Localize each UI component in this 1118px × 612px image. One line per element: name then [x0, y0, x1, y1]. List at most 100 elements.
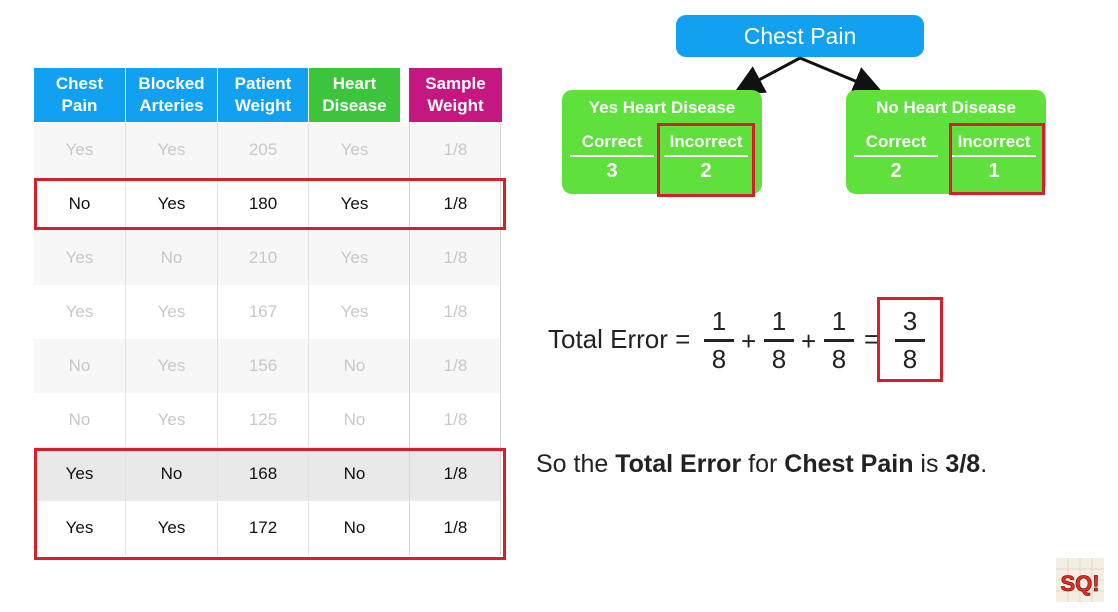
correct-column: Correct 3 — [566, 132, 658, 183]
total-error-label: Total Error = — [548, 324, 691, 354]
table-cell: Yes — [340, 194, 369, 213]
numerator: 3 — [902, 306, 918, 336]
table-cell: Yes — [157, 356, 186, 375]
header-line-2: Pain — [61, 96, 98, 115]
table-cell: 210 — [248, 248, 278, 267]
column-header: Patient Weight — [218, 68, 308, 122]
statquest-logo: SQ! — [1056, 558, 1104, 602]
column-header: Sample Weight — [409, 68, 502, 122]
table-cell: 1/8 — [443, 464, 468, 483]
highlight-box-right-incorrect — [949, 123, 1045, 195]
table-cell: No — [343, 518, 366, 537]
header-line-1: Patient — [234, 74, 292, 93]
fraction-term-2: 1 8 — [764, 306, 794, 375]
table-cell: 167 — [248, 302, 278, 321]
result-box — [877, 297, 943, 382]
table-cell: Yes — [65, 140, 94, 159]
fraction-result: 3 8 — [895, 306, 925, 375]
table-cell: No — [343, 464, 366, 483]
table-row — [34, 285, 501, 339]
plus-sign: + — [741, 326, 757, 356]
header-line-2: Disease — [322, 96, 387, 115]
table-cell: Yes — [65, 464, 94, 483]
table-cell: No — [68, 194, 91, 213]
header-line-1: Chest — [55, 74, 104, 93]
summary-sentence: So the Total Error for Chest Pain is 3/8… — [536, 450, 988, 478]
table-cell: 205 — [248, 140, 278, 159]
table-cell: 1/8 — [443, 248, 468, 267]
table-cell: No — [343, 410, 366, 429]
column-divider — [308, 123, 309, 555]
table-row — [34, 231, 501, 285]
table-row — [34, 177, 501, 231]
table-row — [34, 123, 501, 177]
incorrect-column: Incorrect 2 — [660, 132, 752, 183]
plus-sign: + — [801, 326, 817, 356]
tree-root-node: Chest Pain — [676, 15, 924, 57]
table-cell: 1/8 — [443, 518, 468, 537]
denominator: 8 — [831, 344, 847, 374]
table-cell: Yes — [65, 248, 94, 267]
column-divider — [125, 123, 126, 555]
numerator: 1 — [831, 306, 847, 336]
table-cell: No — [68, 356, 91, 375]
denominator: 8 — [902, 344, 918, 374]
table-cell: No — [160, 464, 183, 483]
correct-count: 2 — [890, 160, 902, 182]
correct-count: 3 — [606, 160, 618, 182]
column-divider — [217, 123, 218, 555]
leaf-title: No Heart Disease — [876, 98, 1016, 117]
incorrect-count: 2 — [700, 160, 712, 182]
table-cell: 1/8 — [443, 140, 468, 159]
table-cell: 125 — [248, 410, 278, 429]
highlight-box-row-2 — [34, 178, 506, 230]
incorrect-column: Incorrect 1 — [948, 132, 1040, 183]
incorrect-count: 1 — [988, 160, 1000, 182]
leaf-no-heart-disease: No Heart Disease Correct 2 Incorrect 1 — [846, 90, 1046, 194]
table-row — [34, 447, 501, 501]
correct-label: Correct — [570, 132, 654, 157]
logo-text: SQ! — [1060, 571, 1099, 596]
table-cell: 180 — [248, 194, 278, 213]
table-cell: Yes — [65, 302, 94, 321]
table-cell: No — [343, 356, 366, 375]
correct-column: Correct 2 — [850, 132, 942, 183]
incorrect-label: Incorrect — [664, 132, 748, 157]
table-cell: Yes — [340, 302, 369, 321]
incorrect-label: Incorrect — [952, 132, 1036, 157]
header-line-2: Weight — [234, 96, 292, 115]
header-line-1: Sample — [425, 74, 486, 93]
equals-sign: = — [864, 324, 880, 354]
table-cell: 1/8 — [443, 302, 468, 321]
denominator: 8 — [711, 344, 727, 374]
table-row — [34, 501, 501, 555]
header-line-1: Heart — [332, 74, 377, 93]
arrow-left — [733, 56, 801, 94]
table-cell: 1/8 — [443, 194, 468, 213]
highlight-box-rows-7-8 — [34, 448, 506, 560]
header-line-1: Blocked — [138, 74, 205, 93]
correct-label: Correct — [854, 132, 938, 157]
table-cell: Yes — [157, 518, 186, 537]
table-cell: Yes — [157, 302, 186, 321]
column-header: Blocked Arteries — [126, 68, 217, 122]
table-cell: 168 — [248, 464, 278, 483]
fraction-term-1: 1 8 — [704, 306, 734, 375]
highlight-box-left-incorrect — [657, 123, 755, 197]
table-cell: No — [160, 248, 183, 267]
leaf-title: Yes Heart Disease — [588, 98, 736, 117]
header-line-2: Weight — [427, 96, 484, 115]
fraction-term-3: 1 8 — [824, 306, 854, 375]
leaf-yes-heart-disease: Yes Heart Disease Correct 3 Incorrect 2 — [562, 90, 762, 194]
table-row — [34, 393, 501, 447]
numerator: 1 — [771, 306, 787, 336]
column-header: Heart Disease — [309, 68, 400, 122]
table-cell: Yes — [157, 410, 186, 429]
sample-weight-column-border — [409, 123, 501, 555]
table-cell: 1/8 — [443, 356, 468, 375]
column-header: Chest Pain — [34, 68, 125, 122]
numerator: 1 — [711, 306, 727, 336]
denominator: 8 — [771, 344, 787, 374]
table-cell: 1/8 — [443, 410, 468, 429]
